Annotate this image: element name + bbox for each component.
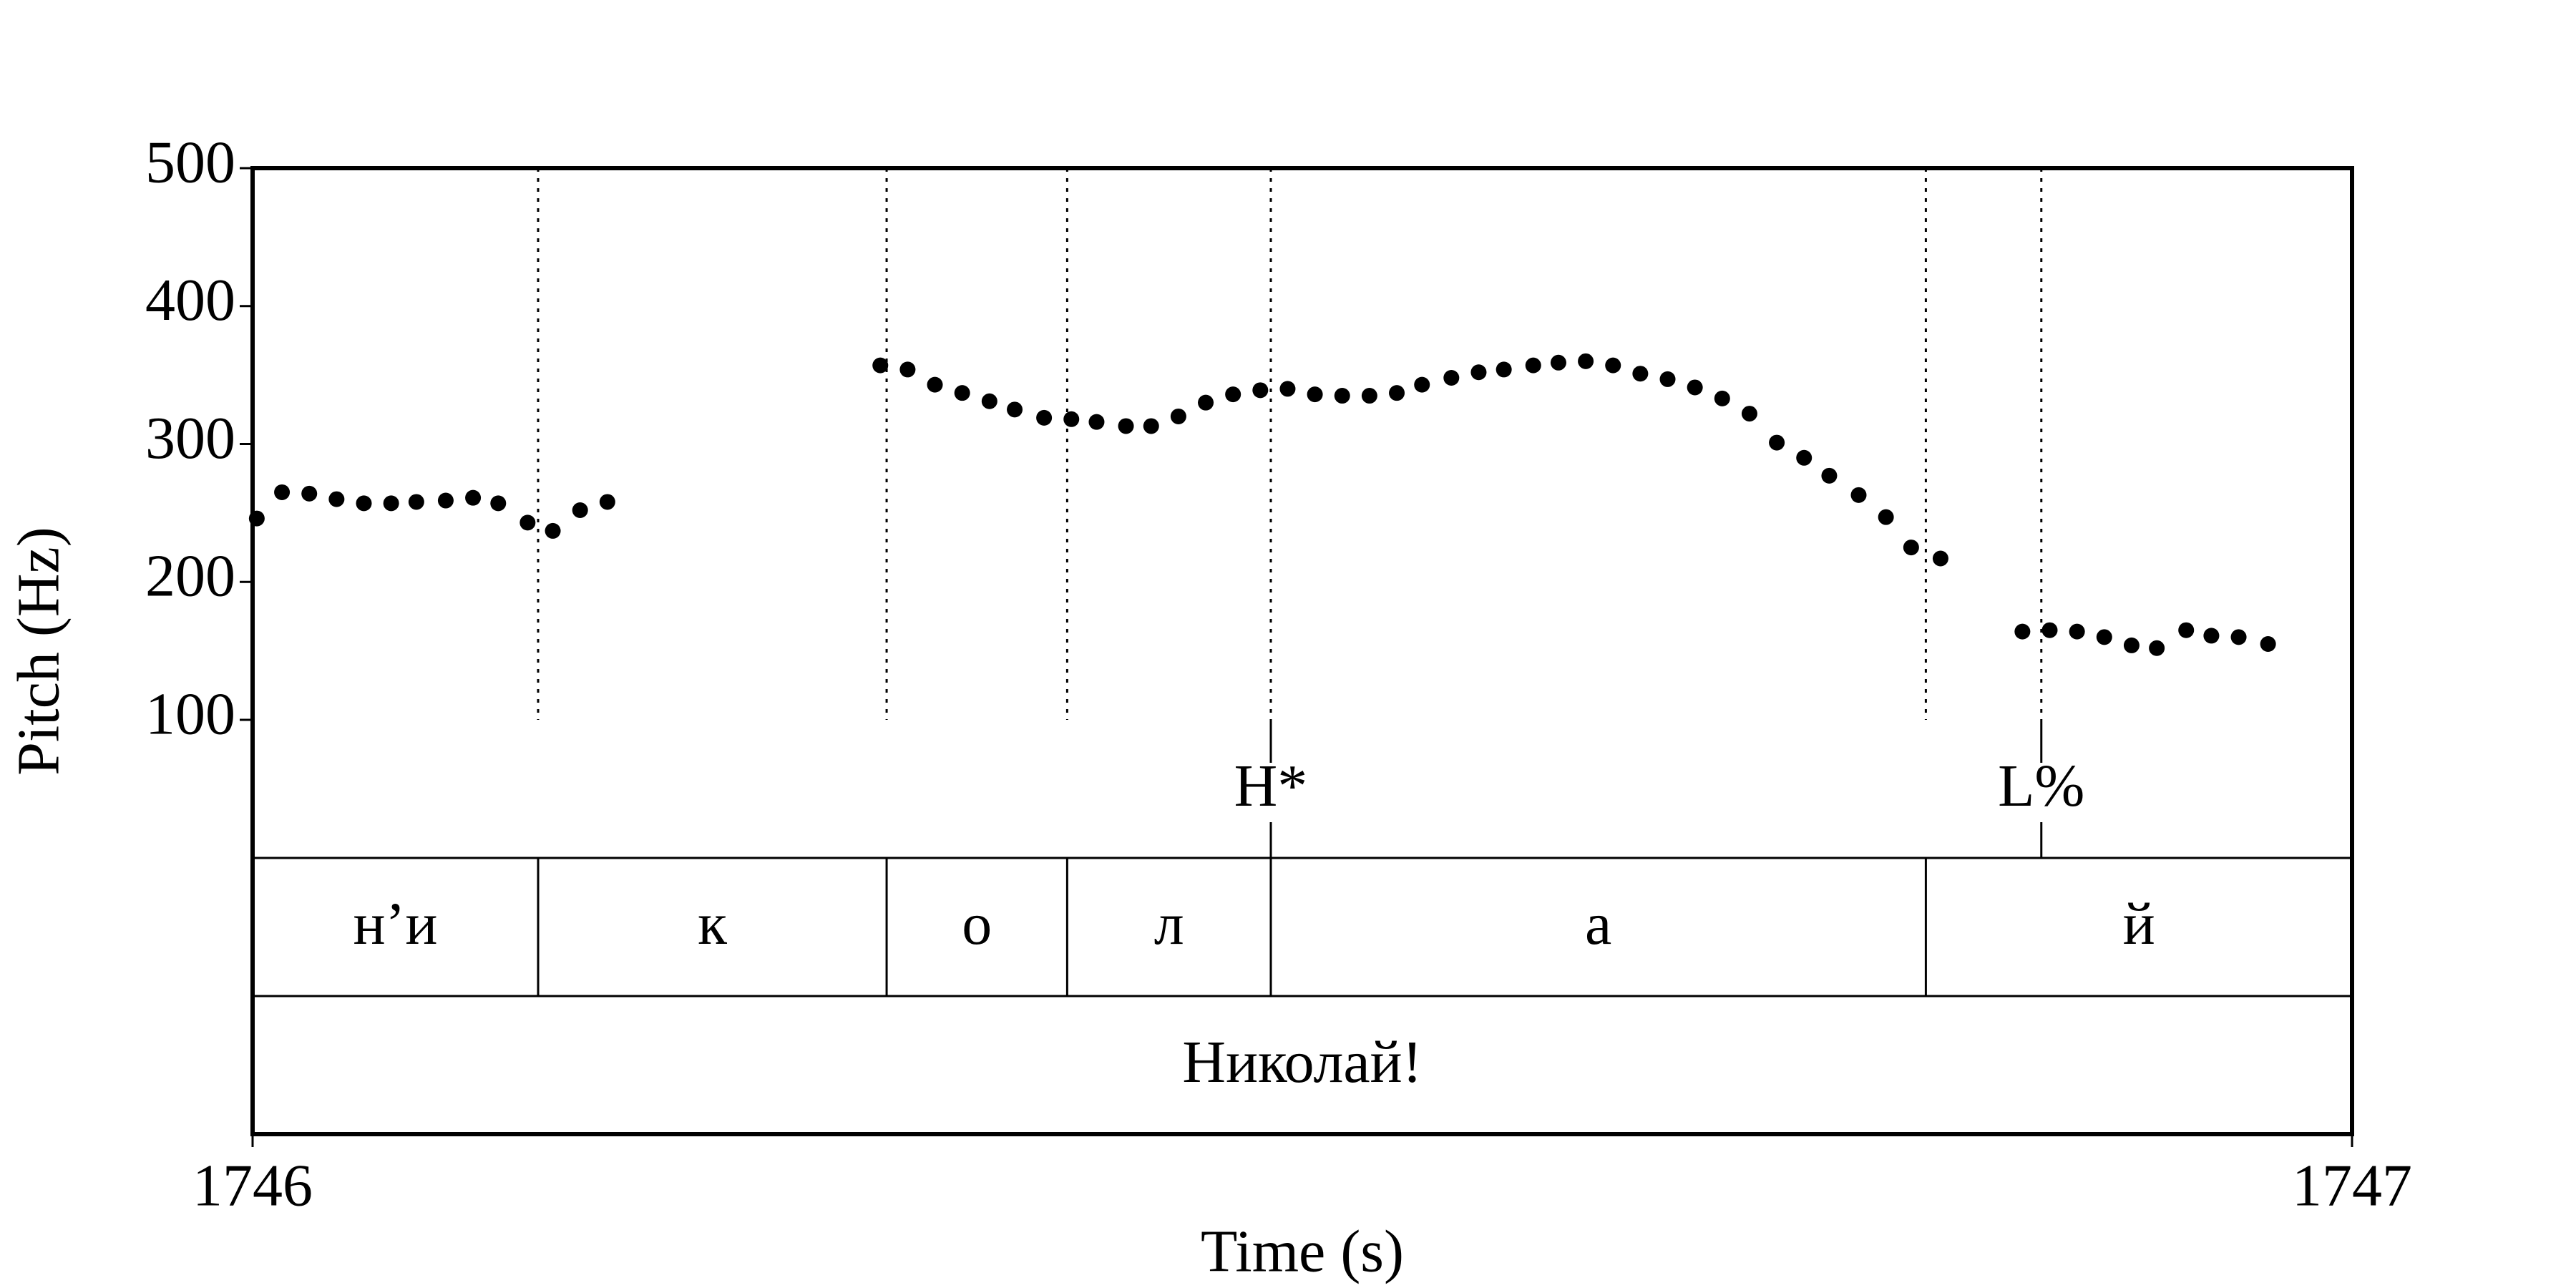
pitch-point: [2149, 640, 2165, 656]
pitch-point: [1632, 366, 1649, 382]
y-tick-label: 500: [145, 129, 235, 195]
x-tick-label: 1746: [192, 1152, 313, 1219]
pitch-point: [954, 385, 970, 401]
pitch-point: [1550, 354, 1566, 371]
pitch-point: [1796, 449, 1813, 466]
y-tick-label: 300: [145, 405, 235, 472]
tier-label: Николай!: [1182, 1029, 1422, 1096]
pitch-point: [2096, 629, 2112, 645]
pitch-point: [1687, 379, 1703, 396]
pitch-point: [1118, 418, 1134, 434]
pitch-point: [383, 495, 399, 512]
pitch-point: [1334, 388, 1350, 404]
y-tick-label: 100: [145, 680, 235, 747]
tier-label: к: [698, 891, 727, 957]
tier-label: а: [1585, 891, 1611, 957]
pitch-point: [1088, 414, 1105, 430]
pitch-point: [599, 494, 615, 510]
pitch-point: [519, 514, 536, 531]
pitch-point: [572, 502, 588, 519]
pitch-point: [1279, 381, 1296, 397]
y-axis-label: Pitch (Hz): [5, 527, 72, 776]
tier-label: н’и: [353, 891, 438, 957]
pitch-point: [1605, 357, 1621, 374]
x-tick-label: 1747: [2292, 1152, 2412, 1219]
tier-label: L%: [1998, 753, 2084, 819]
pitch-point: [1225, 386, 1241, 403]
pitch-point: [1036, 409, 1053, 426]
y-tick-label: 400: [145, 267, 235, 333]
pitch-point: [1198, 394, 1214, 411]
pitch-point: [1878, 509, 1894, 525]
tier-label: й: [2123, 891, 2155, 957]
tier-label: о: [962, 891, 992, 957]
tier-label: л: [1154, 891, 1184, 957]
y-tick-label: 200: [145, 543, 235, 610]
pitch-point: [2069, 623, 2085, 640]
pitch-point: [1578, 353, 1594, 369]
pitch-point: [437, 492, 454, 509]
pitch-point: [490, 495, 507, 512]
pitch-point: [408, 494, 424, 510]
pitch-point: [301, 485, 318, 502]
pitch-point: [1170, 408, 1186, 424]
pitch-point: [899, 361, 916, 378]
pitch-point: [1850, 487, 1867, 503]
pitch-point: [2014, 623, 2031, 640]
pitch-point: [1143, 418, 1159, 434]
pitch-point: [2041, 622, 2058, 638]
pitch-point: [2230, 629, 2247, 645]
pitch-point: [981, 393, 997, 409]
pitch-point: [1443, 369, 1460, 386]
pitch-point: [465, 489, 482, 506]
pitch-point: [2203, 628, 2220, 644]
pitch-point: [2260, 635, 2276, 652]
pitch-point: [1063, 411, 1080, 427]
pitch-point: [2123, 637, 2140, 653]
pitch-point: [1821, 467, 1838, 484]
pitch-point: [1714, 390, 1730, 406]
pitch-point: [1769, 434, 1785, 451]
pitch-point: [1525, 357, 1541, 374]
pitch-point: [1389, 385, 1405, 401]
pitch-point: [1903, 540, 1919, 556]
tier-label: H*: [1234, 753, 1308, 819]
pitch-point: [356, 495, 372, 512]
x-axis-label: Time (s): [1201, 1218, 1404, 1284]
pitch-point: [545, 522, 561, 539]
pitch-point: [1361, 388, 1377, 404]
pitch-point: [1007, 401, 1023, 418]
pitch-point: [1496, 361, 1512, 378]
pitch-point: [1741, 406, 1757, 422]
pitch-point: [2178, 622, 2195, 638]
pitch-point: [1470, 364, 1487, 381]
frame: [250, 166, 2354, 1136]
pitch-point: [872, 357, 889, 374]
pitch-point: [1307, 386, 1323, 403]
pitch-point: [328, 491, 345, 507]
pitch-point: [1414, 376, 1430, 393]
pitch-point: [1659, 371, 1676, 387]
pitch-point: [927, 376, 943, 393]
pitch-point: [1252, 382, 1269, 399]
pitch-point: [274, 484, 291, 500]
pitch-point: [1932, 550, 1948, 567]
